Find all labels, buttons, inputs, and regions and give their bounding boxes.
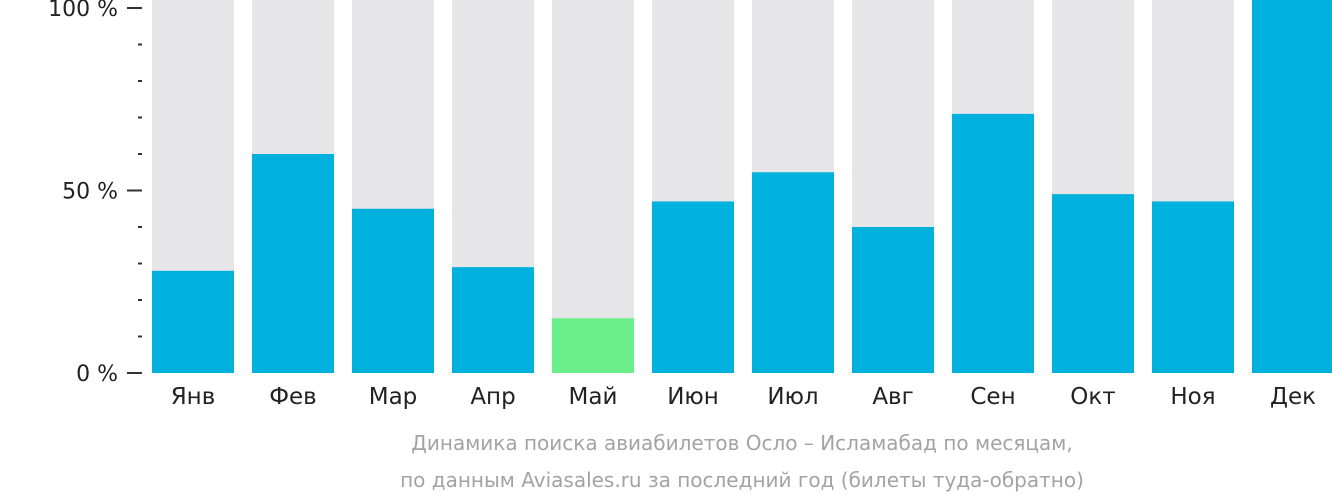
- x-tick-label: Сен: [970, 384, 1015, 410]
- bar-4: [452, 267, 534, 373]
- x-tick-label: Дек: [1270, 384, 1316, 410]
- bars: [152, 0, 1332, 373]
- x-tick-label: Авг: [872, 384, 913, 410]
- caption-line-2: по данным Aviasales.ru за последний год …: [400, 468, 1084, 492]
- bar-11: [1152, 201, 1234, 373]
- x-tick-label: Фев: [269, 384, 317, 410]
- bar-5: [552, 318, 634, 373]
- x-tick-label: Ноя: [1170, 384, 1215, 410]
- bar-10: [1052, 194, 1134, 373]
- x-tick-label: Окт: [1070, 384, 1115, 410]
- y-tick-label: 100 %: [48, 0, 118, 22]
- x-tick-label: Июл: [767, 384, 818, 410]
- bar-7: [752, 172, 834, 373]
- x-tick-label: Июн: [667, 384, 719, 410]
- x-tick-label: Мар: [369, 384, 418, 410]
- caption-line-1: Динамика поиска авиабилетов Осло – Ислам…: [411, 431, 1072, 455]
- y-axis: 0 % 50 % 100 %: [48, 0, 142, 387]
- bar-track: [552, 0, 634, 373]
- bar-8: [852, 227, 934, 373]
- y-tick-label: 0 %: [76, 362, 118, 387]
- x-tick-label: Янв: [171, 384, 216, 410]
- bar-6: [652, 201, 734, 373]
- bar-9: [952, 113, 1034, 373]
- y-tick-label: 50 %: [62, 180, 118, 205]
- bar-12: [1252, 0, 1332, 373]
- x-tick-label: Апр: [470, 384, 515, 410]
- bar-2: [252, 154, 334, 373]
- x-axis: Янв Фев Мар Апр Май Июн Июл Авг Сен Окт Ноя Дек: [171, 384, 1316, 410]
- x-tick-label: Май: [569, 384, 618, 410]
- bar-1: [152, 270, 234, 373]
- bar-3: [352, 208, 434, 373]
